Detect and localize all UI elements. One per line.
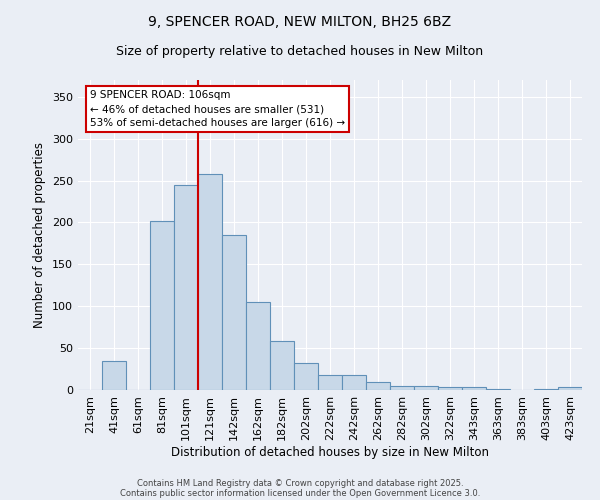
Text: Size of property relative to detached houses in New Milton: Size of property relative to detached ho…	[116, 45, 484, 58]
Bar	[342, 375, 366, 390]
Text: 9, SPENCER ROAD, NEW MILTON, BH25 6BZ: 9, SPENCER ROAD, NEW MILTON, BH25 6BZ	[148, 15, 452, 29]
X-axis label: Distribution of detached houses by size in New Milton: Distribution of detached houses by size …	[171, 446, 489, 458]
Text: 9 SPENCER ROAD: 106sqm
← 46% of detached houses are smaller (531)
53% of semi-de: 9 SPENCER ROAD: 106sqm ← 46% of detached…	[90, 90, 345, 128]
Bar	[318, 375, 342, 390]
Bar	[222, 235, 246, 390]
Bar	[294, 363, 318, 390]
Bar	[414, 386, 438, 390]
Bar	[102, 360, 126, 390]
Bar	[198, 174, 222, 390]
Bar	[462, 388, 486, 390]
Bar	[558, 388, 582, 390]
Text: Contains HM Land Registry data © Crown copyright and database right 2025.: Contains HM Land Registry data © Crown c…	[137, 478, 463, 488]
Bar	[174, 184, 198, 390]
Bar	[150, 221, 174, 390]
Y-axis label: Number of detached properties: Number of detached properties	[34, 142, 46, 328]
Text: Contains public sector information licensed under the Open Government Licence 3.: Contains public sector information licen…	[120, 488, 480, 498]
Bar	[534, 389, 558, 390]
Bar	[366, 382, 390, 390]
Bar	[486, 389, 510, 390]
Bar	[246, 302, 270, 390]
Bar	[270, 342, 294, 390]
Bar	[438, 388, 462, 390]
Bar	[390, 386, 414, 390]
